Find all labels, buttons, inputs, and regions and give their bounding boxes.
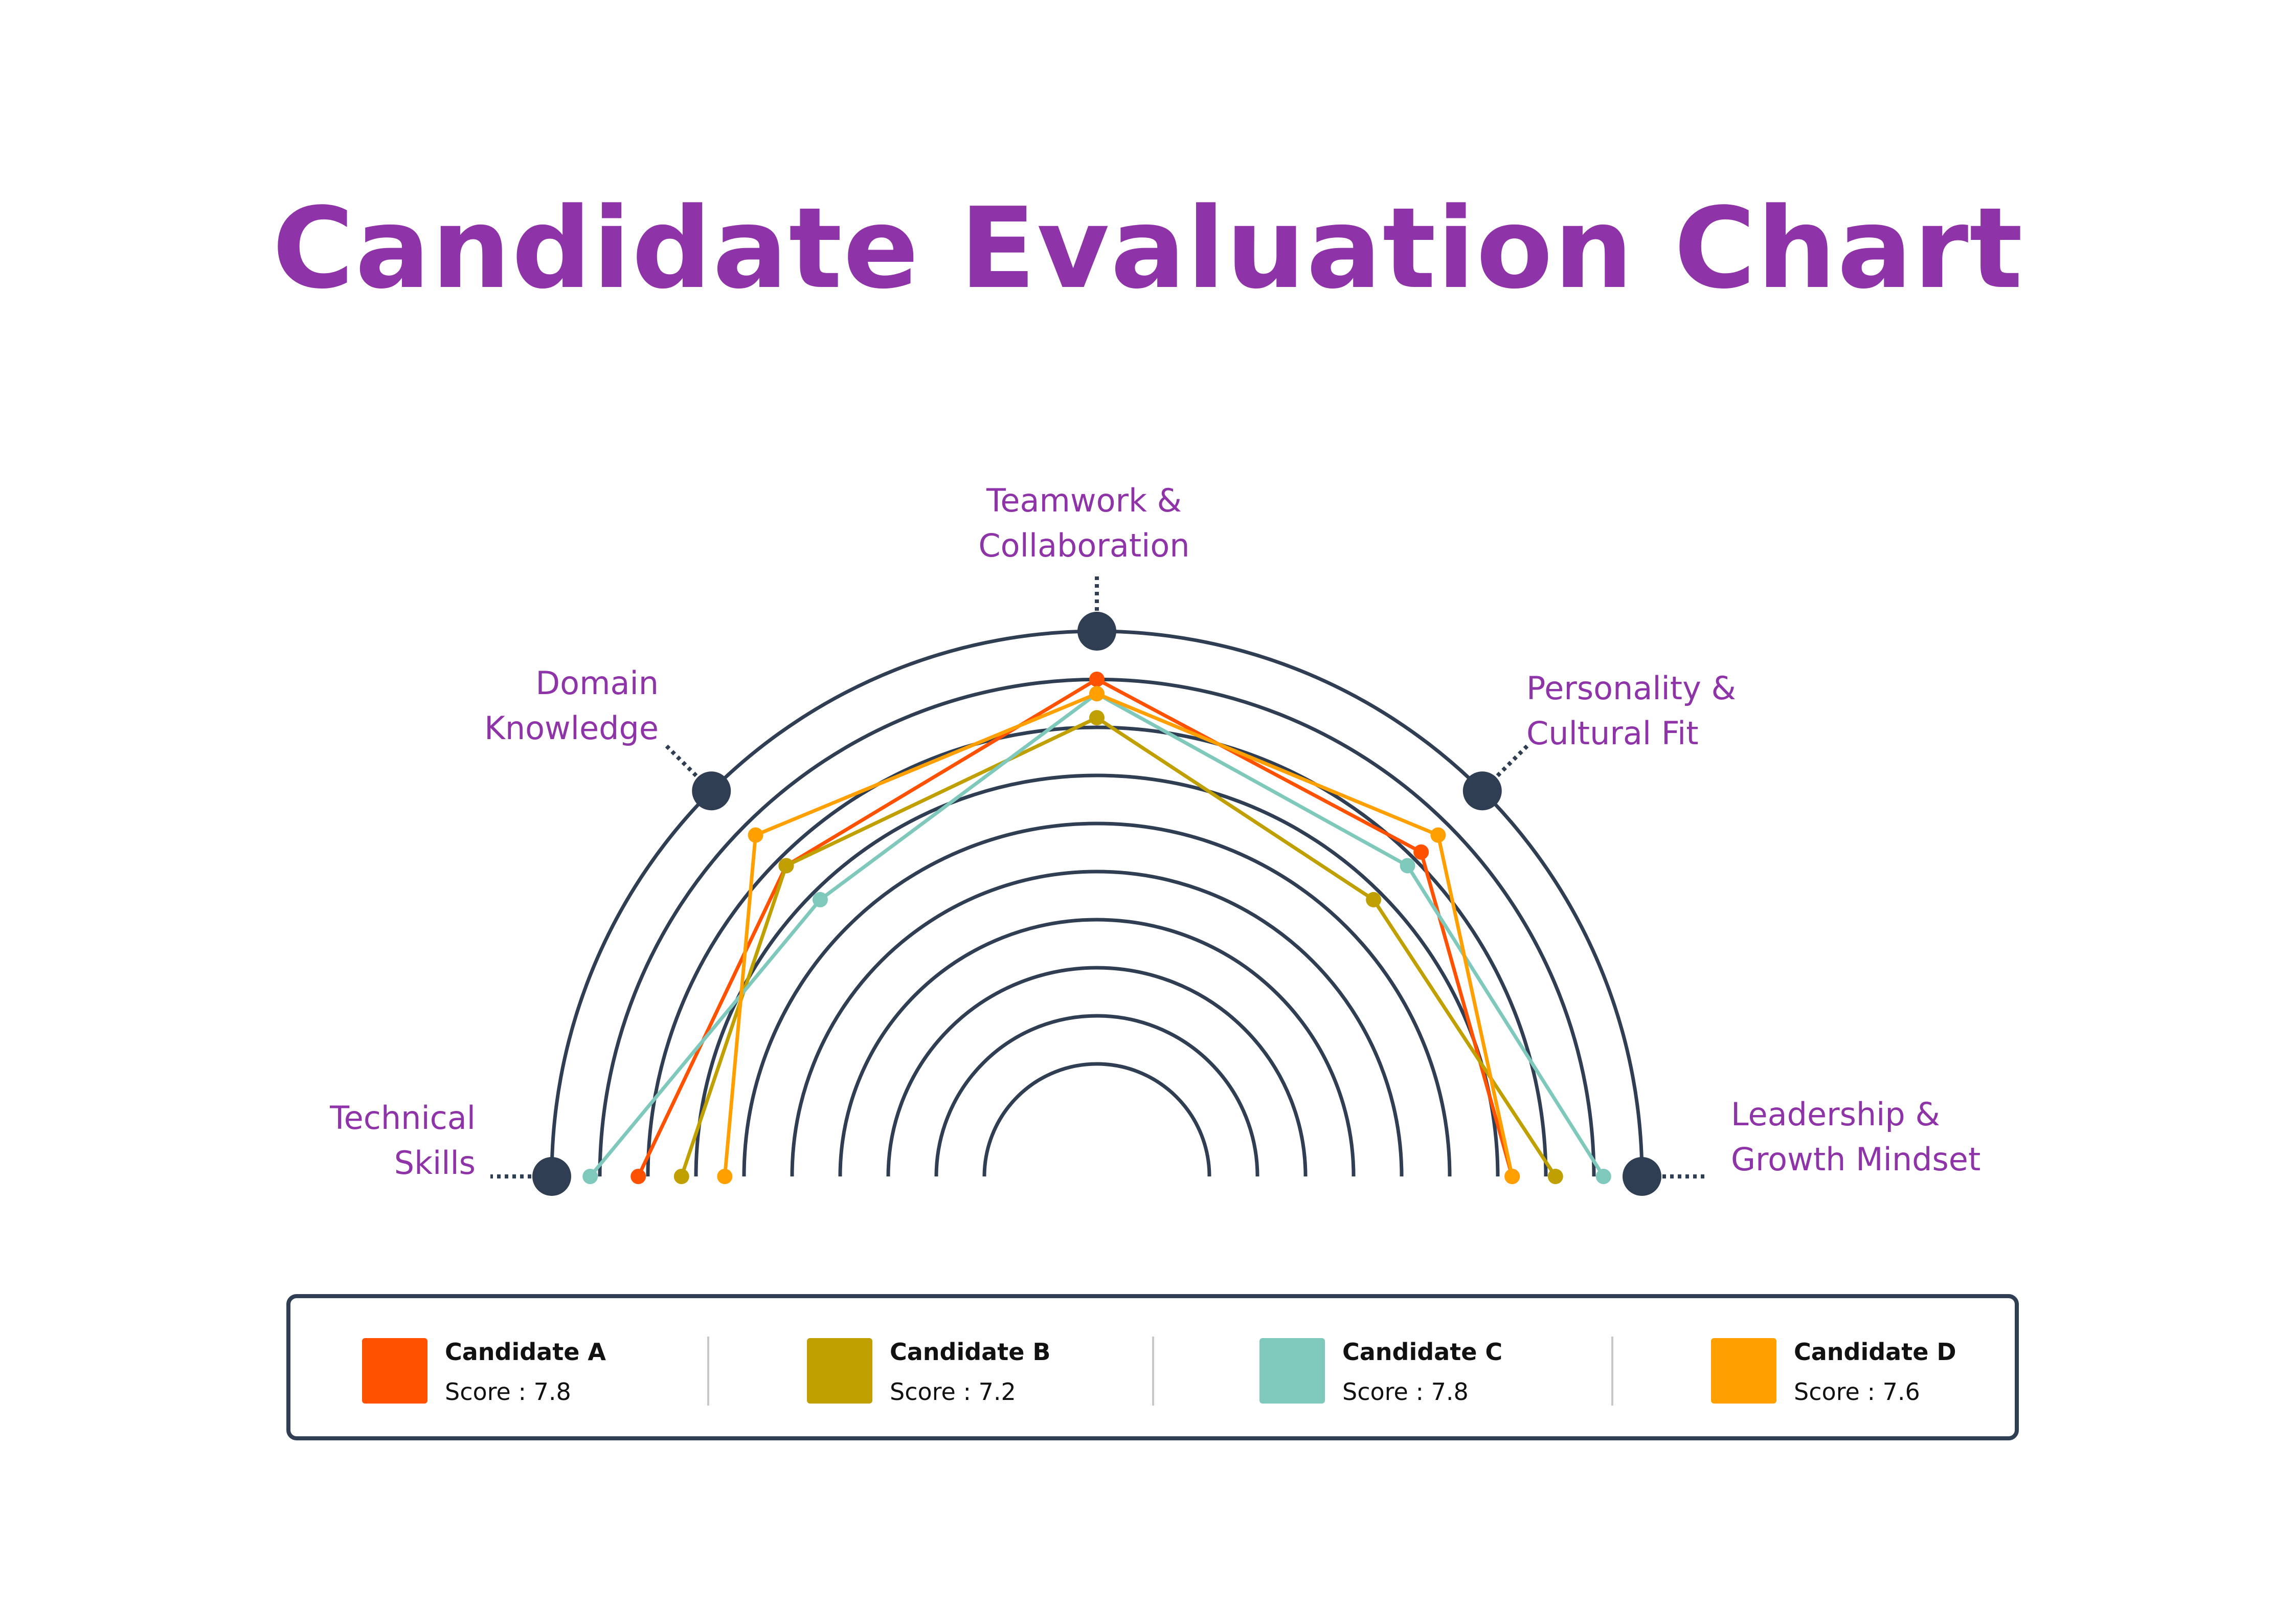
axis-label-personality-cultural-fit: Personality & Cultural Fit <box>1526 670 1736 752</box>
legend-swatch <box>1259 1338 1325 1404</box>
legend-divider <box>1611 1337 1613 1406</box>
series-layer <box>582 672 1611 1184</box>
ring-6 <box>742 821 1452 1177</box>
axis-markers <box>490 575 1708 1196</box>
chart-title: Candidate Evaluation Chart <box>272 184 2024 314</box>
point-candidate-d-domain-knowledge <box>748 827 763 843</box>
axis-label-technical-skills: Technical Skills <box>329 1099 476 1182</box>
legend-divider <box>1152 1337 1154 1406</box>
axis-labels: Technical Skills Domain Knowledge Teamwork &… <box>329 482 1980 1182</box>
ring-1 <box>982 1062 1211 1177</box>
ring-5 <box>790 870 1404 1177</box>
axis-label-line: Teamwork & <box>986 482 1182 519</box>
point-candidate-b-personality-cultural-fit <box>1366 892 1382 907</box>
point-candidate-b-technical-skills <box>673 1169 689 1184</box>
axis-marker-technical-skills <box>532 1157 571 1196</box>
series-line-candidate-c <box>589 692 1605 1178</box>
legend-name: Candidate B <box>890 1338 1051 1366</box>
legend: Candidate A Score : 7.8 Candidate B Score :… <box>286 1294 2019 1440</box>
point-candidate-c-technical-skills <box>582 1169 598 1184</box>
point-candidate-b-teamwork-collaboration <box>1089 710 1105 726</box>
ring-4 <box>838 918 1356 1177</box>
legend-swatch <box>1711 1338 1776 1404</box>
legend-name: Candidate A <box>445 1338 606 1366</box>
axis-label-line: Collaboration <box>978 527 1189 564</box>
point-candidate-a-teamwork-collaboration <box>1089 672 1105 687</box>
axis-marker-teamwork-collaboration <box>1077 612 1116 651</box>
axis-label-line: Skills <box>394 1144 476 1182</box>
ring-2 <box>934 1014 1259 1177</box>
series-line-candidate-a <box>637 677 1514 1177</box>
axis-label-domain-knowledge: Domain Knowledge <box>484 664 659 747</box>
ring-3 <box>886 966 1308 1177</box>
axis-label-teamwork-collaboration: Teamwork & Collaboration <box>978 482 1189 564</box>
axis-label-line: Technical <box>329 1099 476 1137</box>
leader-domain-knowledge <box>665 744 698 777</box>
point-candidate-a-personality-cultural-fit <box>1413 844 1429 860</box>
legend-score: Score : 7.6 <box>1794 1378 1920 1406</box>
axis-marker-domain-knowledge <box>692 771 731 811</box>
legend-name: Candidate D <box>1794 1338 1956 1366</box>
point-candidate-d-teamwork-collaboration <box>1089 686 1105 702</box>
ring-8 <box>646 725 1548 1177</box>
axis-marker-personality-cultural-fit <box>1462 771 1502 811</box>
leader-personality-cultural-fit <box>1496 744 1529 777</box>
axis-label-leadership-growth-mindset: Leadership & Growth Mindset <box>1731 1096 1980 1178</box>
legend-divider <box>707 1337 709 1406</box>
axis-label-line: Domain <box>535 664 659 702</box>
series-candidate-b <box>673 710 1563 1184</box>
axis-label-line: Cultural Fit <box>1526 715 1699 752</box>
legend-score: Score : 7.8 <box>445 1378 571 1406</box>
point-candidate-b-domain-knowledge <box>778 858 794 874</box>
axis-label-line: Growth Mindset <box>1731 1141 1980 1178</box>
point-candidate-c-domain-knowledge <box>812 892 828 907</box>
ring-7 <box>694 773 1500 1177</box>
legend-swatch <box>807 1338 872 1404</box>
axis-label-line: Leadership & <box>1731 1096 1940 1133</box>
point-candidate-d-leadership-growth-mindset <box>1504 1169 1520 1184</box>
point-candidate-a-technical-skills <box>631 1169 646 1184</box>
series-candidate-c <box>582 686 1611 1184</box>
legend-score: Score : 7.2 <box>890 1378 1016 1406</box>
legend-swatch <box>362 1338 427 1404</box>
point-candidate-b-leadership-growth-mindset <box>1547 1169 1563 1184</box>
axis-label-line: Personality & <box>1526 670 1736 707</box>
point-candidate-c-personality-cultural-fit <box>1400 858 1415 874</box>
legend-score: Score : 7.8 <box>1342 1378 1469 1406</box>
axis-marker-leadership-growth-mindset <box>1623 1157 1661 1196</box>
point-candidate-c-leadership-growth-mindset <box>1595 1169 1611 1184</box>
point-candidate-d-personality-cultural-fit <box>1430 827 1446 843</box>
series-candidate-d <box>717 686 1520 1184</box>
axis-label-line: Knowledge <box>484 709 659 747</box>
point-candidate-d-technical-skills <box>717 1169 733 1184</box>
legend-name: Candidate C <box>1342 1338 1503 1366</box>
